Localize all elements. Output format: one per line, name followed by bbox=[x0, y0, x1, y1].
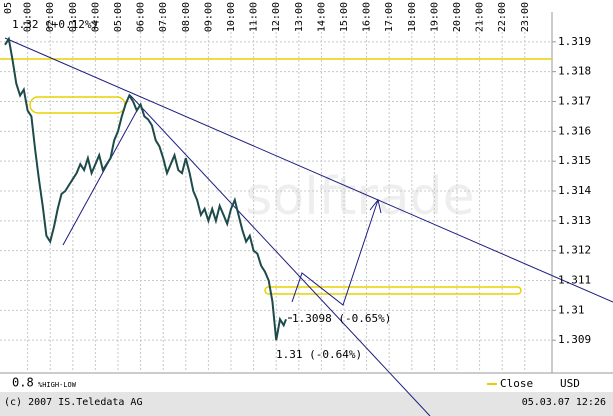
y-tick-label: 1.311 bbox=[558, 274, 591, 287]
x-tick-label: 10:00 bbox=[226, 2, 237, 32]
timestamp: 05.03.07 12:26 bbox=[522, 397, 606, 408]
y-tick-label: 1.316 bbox=[558, 124, 591, 137]
annotation: 1.3098 (-0.65%) bbox=[292, 312, 391, 325]
trend-line bbox=[4, 37, 613, 303]
annotation: 1.32 (+0.12%) bbox=[12, 18, 98, 31]
x-tick-label: 14:00 bbox=[316, 2, 327, 32]
x-tick-label: 05:00 bbox=[113, 2, 124, 32]
yellow-zone bbox=[264, 286, 522, 295]
currency: USD bbox=[560, 377, 580, 390]
x-tick-label: 05 bbox=[3, 2, 14, 14]
x-tick-label: 02:00 bbox=[45, 2, 56, 32]
y-tick-label: 1.319 bbox=[558, 35, 591, 48]
x-tick-label: 15:00 bbox=[339, 2, 350, 32]
y-tick-label: 1.314 bbox=[558, 184, 591, 197]
scale-value: 0.8 bbox=[12, 376, 34, 390]
watermark: solftrade bbox=[245, 167, 474, 227]
x-tick-label: 20:00 bbox=[452, 2, 463, 32]
legend-label: Close bbox=[500, 377, 533, 390]
y-tick-label: 1.309 bbox=[558, 333, 591, 346]
trend-line bbox=[129, 94, 431, 416]
x-tick-label: 07:00 bbox=[158, 2, 169, 32]
y-tick-label: 1.318 bbox=[558, 65, 591, 78]
scale-label: %HIGH-LOW bbox=[38, 381, 77, 389]
drawings bbox=[0, 37, 613, 416]
x-tick-label: 21:00 bbox=[475, 2, 486, 32]
x-tick-label: 12:00 bbox=[271, 2, 282, 32]
y-tick-label: 1.31 bbox=[558, 303, 585, 316]
x-tick-label: 23:00 bbox=[520, 2, 531, 32]
copyright: (c) 2007 IS.Teledata AG bbox=[4, 397, 142, 408]
x-tick-label: 13:00 bbox=[294, 2, 305, 32]
y-tick-label: 1.315 bbox=[558, 154, 591, 167]
x-tick-label: 01:00 bbox=[23, 2, 34, 32]
trend-line bbox=[62, 104, 141, 246]
x-tick-label: 17:00 bbox=[384, 2, 395, 32]
x-tick-label: 04:00 bbox=[90, 2, 101, 32]
y-tick-label: 1.312 bbox=[558, 244, 591, 257]
footer-bar bbox=[0, 392, 613, 416]
y-tick-label: 1.313 bbox=[558, 214, 591, 227]
annotation: 1.31 (-0.64%) bbox=[276, 348, 362, 361]
x-tick-label: 18:00 bbox=[407, 2, 418, 32]
x-tick-label: 09:00 bbox=[203, 2, 214, 32]
price-line bbox=[4, 36, 287, 341]
x-tick-label: 03:00 bbox=[68, 2, 79, 32]
x-tick-label: 22:00 bbox=[497, 2, 508, 32]
x-tick-label: 08:00 bbox=[181, 2, 192, 32]
arrow-head bbox=[369, 198, 382, 214]
x-tick-label: 11:00 bbox=[249, 2, 260, 32]
y-tick-label: 1.317 bbox=[558, 95, 591, 108]
x-tick-label: 06:00 bbox=[136, 2, 147, 32]
x-tick-label: 16:00 bbox=[362, 2, 373, 32]
x-tick-label: 19:00 bbox=[429, 2, 440, 32]
forecast-arrow bbox=[291, 199, 379, 306]
